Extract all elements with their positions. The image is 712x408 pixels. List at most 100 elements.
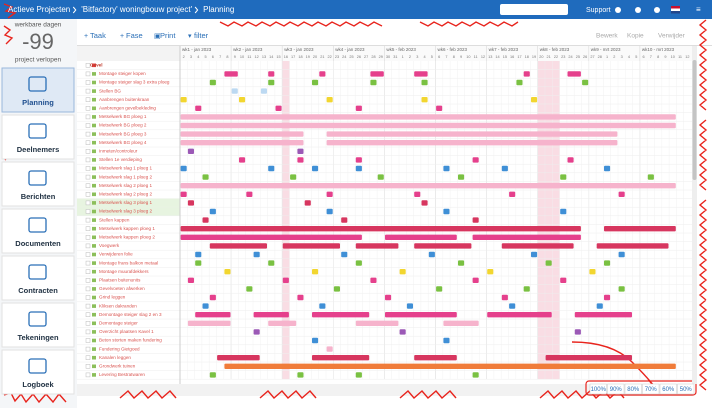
- task-bar[interactable]: [202, 174, 209, 180]
- task-bar[interactable]: [523, 71, 530, 77]
- task-bar[interactable]: [596, 243, 669, 249]
- task-bar[interactable]: [312, 337, 319, 344]
- task-name[interactable]: Demontage steiger slag 2 en 3: [99, 312, 162, 317]
- task-bar[interactable]: [406, 303, 413, 309]
- breadcrumb-item[interactable]: 'Bitfactory' woningbouw project': [81, 5, 192, 14]
- task-bar[interactable]: [472, 217, 479, 223]
- task-bar[interactable]: [253, 251, 260, 258]
- task-bar[interactable]: [268, 320, 297, 326]
- task-bar[interactable]: [458, 260, 465, 266]
- task-name[interactable]: Fundering Gietgoed: [99, 346, 140, 351]
- task-bar[interactable]: [385, 312, 457, 318]
- task-bar[interactable]: [195, 105, 202, 111]
- row-checkbox[interactable]: [85, 183, 91, 188]
- search-box[interactable]: [500, 4, 568, 15]
- task-name[interactable]: Verwijderen folie: [99, 252, 133, 257]
- task-name[interactable]: Metselwerk BG ploeg 2: [99, 123, 147, 128]
- row-checkbox[interactable]: [85, 71, 91, 77]
- task-name[interactable]: Inmeten/controleur: [99, 149, 138, 154]
- task-bar[interactable]: [604, 294, 611, 301]
- task-name[interactable]: Metselwerk slag 2 ploeg 1: [99, 183, 153, 188]
- euro-icon[interactable]: [654, 7, 660, 13]
- task-name[interactable]: Beton storten maken fundering: [99, 338, 162, 343]
- task-bar[interactable]: [187, 200, 194, 206]
- task-bar[interactable]: [487, 312, 552, 318]
- task-bar[interactable]: [436, 286, 443, 292]
- task-bar[interactable]: [326, 131, 618, 137]
- task-bar[interactable]: [370, 71, 384, 77]
- task-bar[interactable]: [290, 174, 297, 180]
- task-bar[interactable]: [355, 372, 362, 378]
- row-checkbox[interactable]: [85, 338, 91, 343]
- breadcrumb-item[interactable]: Planning: [203, 5, 234, 14]
- row-checkbox[interactable]: [85, 149, 91, 154]
- task-bar[interactable]: [458, 174, 465, 180]
- task-bar[interactable]: [195, 251, 202, 258]
- task-name[interactable]: Metselwerk kappen ploeg 1: [99, 226, 155, 231]
- menu-icon[interactable]: ≡: [696, 5, 701, 14]
- task-bar[interactable]: [187, 277, 194, 283]
- task-name[interactable]: Montage frans balkon metaal: [99, 260, 158, 265]
- task-bar[interactable]: [618, 286, 625, 292]
- row-checkbox[interactable]: [85, 372, 91, 378]
- task-bar[interactable]: [202, 303, 209, 309]
- task-bar[interactable]: [414, 191, 421, 197]
- zoom-button[interactable]: [677, 383, 695, 395]
- task-bar[interactable]: [275, 105, 282, 111]
- task-bar[interactable]: [604, 165, 611, 172]
- scrollbar-thumb[interactable]: [692, 60, 697, 180]
- task-bar[interactable]: [312, 79, 319, 86]
- task-bar[interactable]: [472, 157, 479, 163]
- task-bar[interactable]: [239, 157, 246, 163]
- task-bar[interactable]: [180, 165, 187, 172]
- nav-item[interactable]: [1, 302, 75, 348]
- task-bar[interactable]: [246, 286, 253, 292]
- task-bar[interactable]: [421, 97, 428, 103]
- task-bar[interactable]: [545, 260, 552, 266]
- row-checkbox[interactable]: [85, 166, 91, 171]
- task-name[interactable]: Stellen kappen: [99, 217, 130, 222]
- row-checkbox[interactable]: [85, 131, 91, 137]
- task-bar[interactable]: [385, 294, 392, 301]
- row-checkbox[interactable]: [85, 192, 91, 197]
- task-bar[interactable]: [231, 88, 238, 94]
- task-bar[interactable]: [180, 131, 304, 137]
- task-bar[interactable]: [341, 251, 348, 258]
- task-bar[interactable]: [618, 251, 625, 258]
- task-bar[interactable]: [239, 97, 246, 103]
- task-bar[interactable]: [516, 79, 523, 86]
- task-name[interactable]: Gevelvoeten afwerken: [99, 286, 145, 291]
- task-name[interactable]: Aanbrengen buitenkraan: [99, 97, 150, 102]
- row-checkbox[interactable]: [85, 346, 91, 352]
- task-bar[interactable]: [282, 243, 340, 249]
- task-bar[interactable]: [436, 105, 443, 111]
- task-bar[interactable]: [355, 260, 362, 266]
- task-bar[interactable]: [282, 277, 289, 283]
- task-bar[interactable]: [195, 260, 202, 266]
- zoom-button[interactable]: [589, 383, 607, 395]
- nav-item[interactable]: [1, 349, 75, 395]
- row-checkbox[interactable]: [85, 364, 91, 369]
- task-bar[interactable]: [180, 234, 362, 240]
- task-bar[interactable]: [574, 312, 632, 318]
- task-name[interactable]: Demontage steiger: [99, 321, 138, 326]
- task-bar[interactable]: [567, 71, 581, 77]
- task-bar[interactable]: [414, 71, 428, 77]
- task-bar[interactable]: [341, 217, 348, 223]
- breadcrumb-item[interactable]: Actieve Projecten: [8, 5, 70, 14]
- task-name[interactable]: Overzicht plaatsen Kavel 1: [99, 329, 154, 334]
- task-bar[interactable]: [545, 355, 632, 361]
- task-bar[interactable]: [647, 174, 654, 180]
- zoom-label[interactable]: 90%: [610, 387, 623, 393]
- row-checkbox[interactable]: [85, 174, 91, 180]
- task-name[interactable]: Voegwerk: [99, 243, 120, 248]
- settings-icon[interactable]: [635, 7, 641, 13]
- task-name[interactable]: Grondwerk tuinen: [99, 364, 136, 369]
- zoom-button[interactable]: [642, 383, 660, 395]
- task-bar[interactable]: [487, 269, 494, 275]
- zoom-label[interactable]: 70%: [645, 387, 658, 393]
- task-bar[interactable]: [574, 329, 581, 335]
- toolbar-button[interactable]: filter: [194, 31, 209, 40]
- task-bar[interactable]: [180, 183, 676, 189]
- task-bar[interactable]: [253, 312, 289, 318]
